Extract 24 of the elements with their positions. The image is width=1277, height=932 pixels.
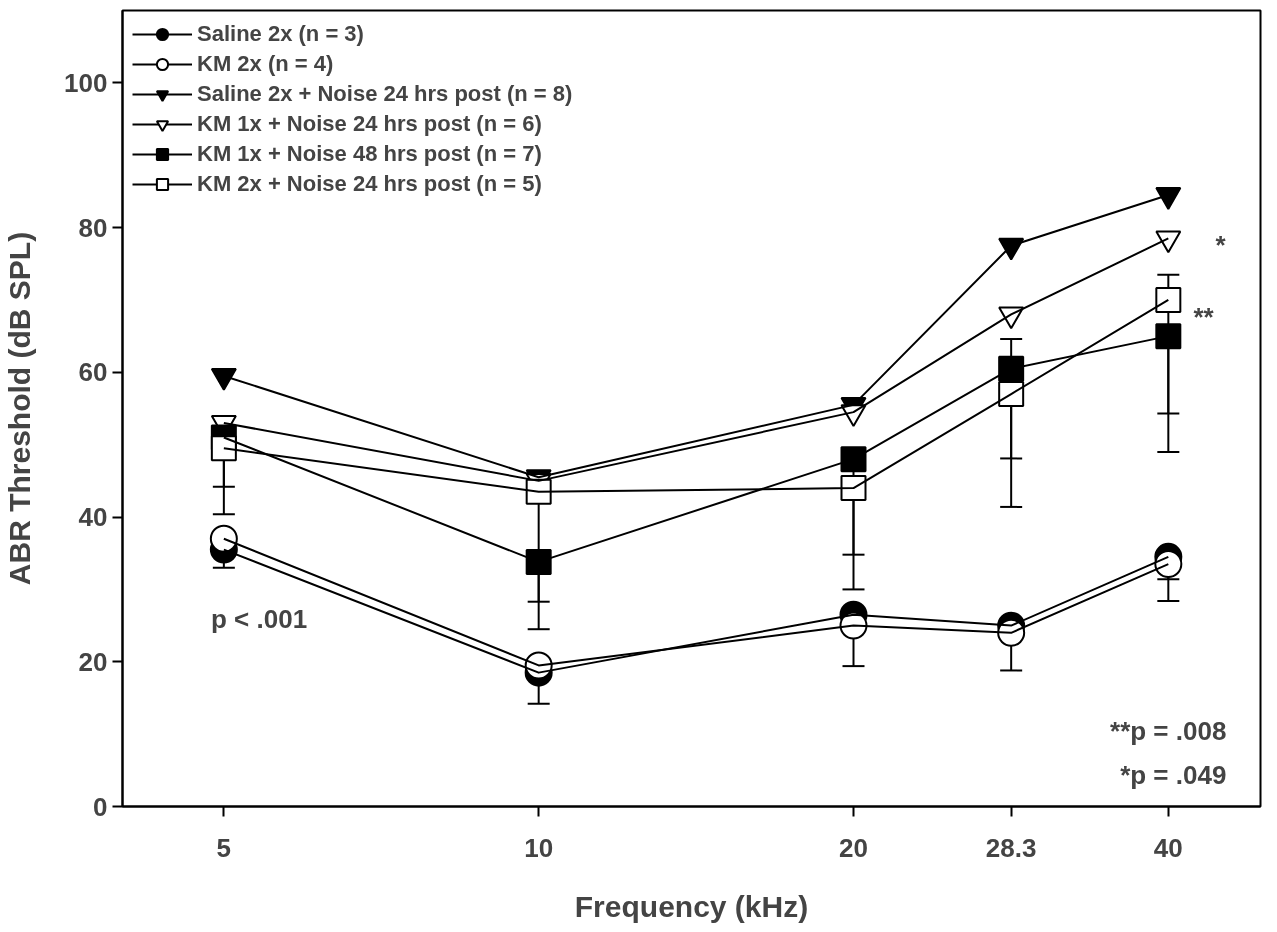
legend-label: KM 1x + Noise 24 hrs post (n = 6) xyxy=(197,110,542,138)
y-tick-label: 80 xyxy=(78,212,108,243)
legend-label: KM 1x + Noise 48 hrs post (n = 7) xyxy=(197,140,542,168)
x-tick-label: 40 xyxy=(1153,832,1183,863)
x-tick-label: 20 xyxy=(839,832,868,863)
legend-label: KM 2x + Noise 24 hrs post (n = 5) xyxy=(197,170,542,198)
x-axis-title: Frequency (kHz) xyxy=(574,889,809,923)
legend-label: Saline 2x (n = 3) xyxy=(197,20,364,48)
annotation: * xyxy=(1215,230,1227,261)
y-tick-label: 60 xyxy=(78,357,108,388)
y-tick-label: 20 xyxy=(78,646,108,677)
y-tick-label: 100 xyxy=(64,67,108,98)
x-tick-label: 5 xyxy=(216,832,232,863)
y-axis-title: ABR Threshold (dB SPL) xyxy=(3,231,37,586)
annotation: p < .001 xyxy=(211,604,308,635)
legend-label: KM 2x (n = 4) xyxy=(197,50,334,78)
x-tick-label: 10 xyxy=(524,832,554,863)
legend-label: Saline 2x + Noise 24 hrs post (n = 8) xyxy=(197,80,573,108)
annotation: *p = .049 xyxy=(1120,759,1227,790)
x-tick-label: 28.3 xyxy=(985,832,1037,863)
y-tick-label: 0 xyxy=(93,791,108,822)
annotation: **p = .008 xyxy=(1110,715,1227,746)
y-tick-label: 40 xyxy=(78,502,108,533)
annotation: ** xyxy=(1193,301,1215,332)
